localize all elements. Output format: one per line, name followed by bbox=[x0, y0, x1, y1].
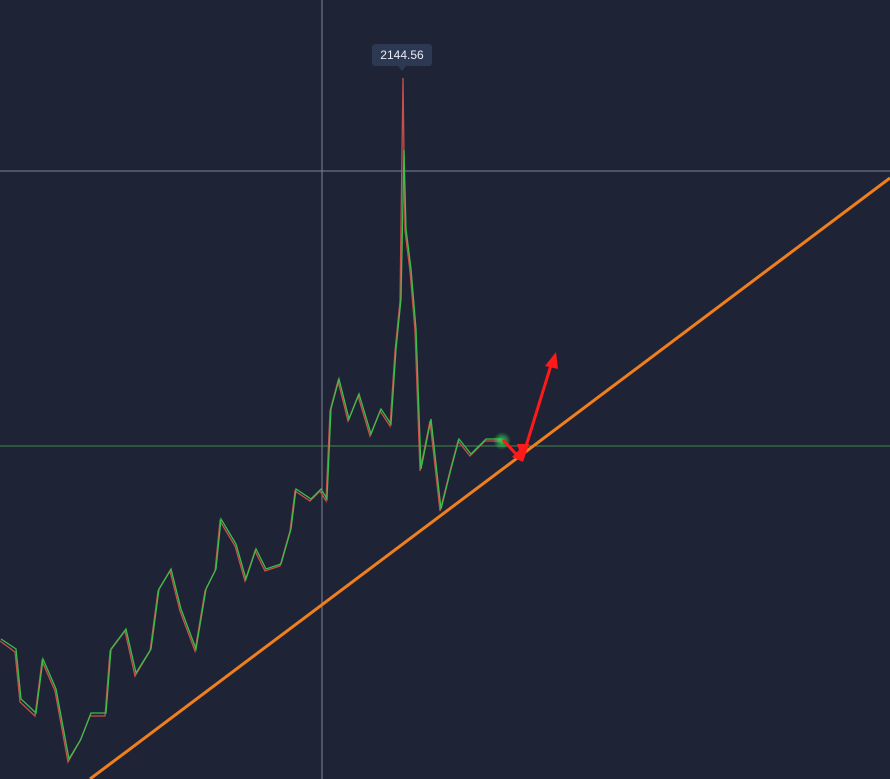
price-series-green bbox=[0, 149, 501, 761]
trend-line bbox=[89, 176, 890, 779]
price-tag bbox=[372, 44, 432, 66]
price-label: 2144.56 bbox=[380, 48, 424, 62]
arrow-up bbox=[521, 361, 554, 457]
arrow-down bbox=[501, 438, 518, 456]
arrowhead bbox=[517, 444, 529, 462]
arrowhead bbox=[545, 352, 558, 369]
price-tag-pointer bbox=[398, 66, 406, 71]
